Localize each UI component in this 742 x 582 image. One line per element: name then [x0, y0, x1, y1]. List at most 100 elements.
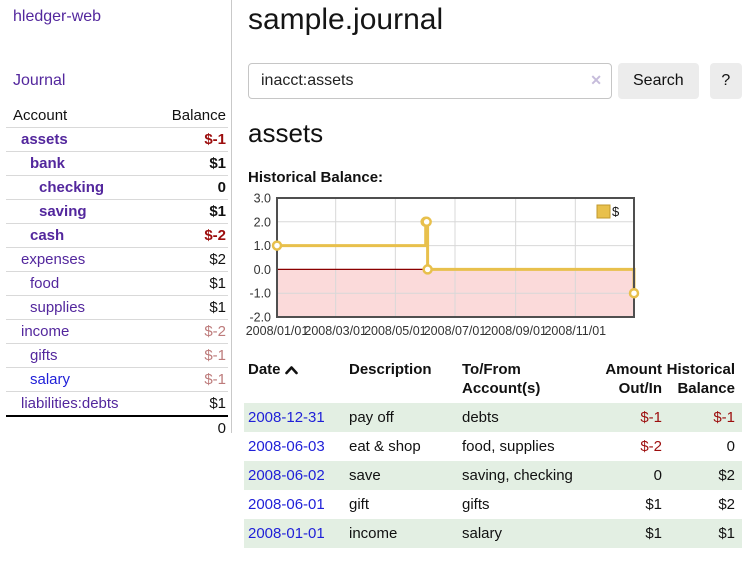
balance-chart: $3.0 2.0 1.0 0.0 -1.0 -2.02008/01/012008/03/0… [246, 192, 640, 338]
account-row: saving $1 [6, 199, 228, 224]
brand-link[interactable]: hledger-web [13, 8, 102, 25]
account-link[interactable]: food [30, 275, 60, 292]
account-row: assets $-1 [6, 127, 228, 152]
account-balance: $-1 [204, 347, 226, 364]
account-link[interactable]: gifts [30, 347, 58, 364]
register-header-accounts: To/From Account(s) [462, 361, 541, 397]
transaction-accounts: debts [462, 409, 499, 426]
register-header-date[interactable]: Date [244, 355, 349, 403]
transaction-description: eat & shop [349, 438, 421, 455]
page-title: sample.journal [248, 3, 444, 36]
help-button[interactable]: ? [709, 63, 742, 99]
account-balance: $-1 [204, 371, 226, 388]
transaction-description: gift [349, 496, 370, 513]
account-row: income $-2 [6, 319, 228, 344]
transaction-accounts: salary [462, 525, 503, 542]
accounts-header-row: Account Balance [6, 105, 228, 128]
transaction-balance: $1 [718, 525, 735, 542]
transaction-accounts: saving, checking [462, 467, 573, 484]
search-button[interactable]: Search [618, 63, 699, 99]
accounts-table-body: assets $-1 bank $1 checking 0 saving $1 cash $-2 e… [6, 127, 228, 417]
transaction-accounts: food, supplies [462, 438, 555, 455]
svg-text:3.0: 3.0 [254, 192, 271, 206]
search-input[interactable] [248, 63, 612, 99]
sidebar-item-journal[interactable]: Journal [13, 72, 66, 89]
account-balance: $1 [209, 155, 226, 172]
accounts-total-row: 0 [6, 416, 228, 440]
account-balance: $-2 [204, 227, 226, 244]
svg-text:1.0: 1.0 [254, 239, 271, 253]
account-link[interactable]: bank [30, 155, 66, 172]
transaction-date-cell: 2008-06-01 [244, 490, 349, 519]
account-link[interactable]: salary [30, 371, 71, 388]
svg-text:-1.0: -1.0 [249, 287, 271, 301]
transaction-date-link[interactable]: 2008-01-01 [248, 525, 325, 542]
account-link[interactable]: saving [39, 203, 87, 220]
register-table: Date Description To/From Account(s) Amou… [244, 355, 742, 548]
svg-text:2008/05/01: 2008/05/01 [364, 324, 427, 338]
transaction-row: 2008-06-03 eat & shop food, supplies $-2 0 [244, 432, 742, 461]
account-row: expenses $2 [6, 247, 228, 272]
account-row: supplies $1 [6, 295, 228, 320]
chart-heading: Historical Balance: [248, 169, 384, 186]
accounts-header-account: Account [13, 107, 68, 124]
register-table-body: 2008-12-31 pay off debts $-1 $-1 2008-06-03 ea… [244, 403, 742, 548]
account-balance: 0 [217, 179, 226, 196]
svg-text:2008/03/01: 2008/03/01 [304, 324, 367, 338]
register-header-amount: Amount Out/In [605, 361, 662, 397]
account-balance: $-2 [204, 323, 226, 340]
clear-search-icon[interactable]: ✕ [590, 72, 602, 88]
svg-text:2.0: 2.0 [254, 215, 271, 229]
transaction-date-link[interactable]: 2008-12-31 [248, 409, 325, 426]
account-balance: $1 [209, 395, 226, 412]
main-content: sample.journal ✕ Search ? assets Histori… [244, 0, 742, 548]
svg-text:2008/07/01: 2008/07/01 [424, 324, 487, 338]
account-row: cash $-2 [6, 223, 228, 248]
account-heading: assets [248, 118, 324, 148]
account-link[interactable]: assets [21, 131, 68, 148]
account-link[interactable]: income [21, 323, 70, 340]
account-row: liabilities:debts $1 [6, 391, 228, 417]
svg-text:0.0: 0.0 [254, 263, 271, 277]
account-row: gifts $-1 [6, 343, 228, 368]
transaction-accounts: gifts [462, 496, 490, 513]
transaction-row: 2008-06-01 gift gifts $1 $2 [244, 490, 742, 519]
transaction-amount: $-2 [640, 438, 662, 455]
account-balance: $2 [209, 251, 226, 268]
account-link[interactable]: checking [39, 179, 105, 196]
register-header-row: Date Description To/From Account(s) Amou… [244, 355, 742, 403]
register-header-balance: Historical Balance [666, 361, 735, 397]
transaction-balance: $-1 [713, 409, 735, 426]
transaction-date-link[interactable]: 2008-06-02 [248, 467, 325, 484]
account-row: food $1 [6, 271, 228, 296]
register-header-description: Description [349, 361, 432, 378]
transaction-date-link[interactable]: 2008-06-03 [248, 438, 325, 455]
transaction-description: income [349, 525, 398, 542]
svg-text:2008/11/01: 2008/11/01 [544, 324, 606, 338]
transaction-balance: 0 [726, 438, 735, 455]
account-link[interactable]: expenses [21, 251, 86, 268]
account-balance: $1 [209, 299, 226, 316]
accounts-header-balance: Balance [171, 107, 226, 124]
sidebar: hledger-web Journal Account Balance asse… [0, 0, 232, 437]
transaction-date-cell: 2008-06-03 [244, 432, 349, 461]
accounts-table: Account Balance assets $-1 bank $1 checking 0… [6, 105, 228, 440]
svg-text:2008/09/01: 2008/09/01 [484, 324, 547, 338]
transaction-row: 2008-06-02 save saving, checking 0 $2 [244, 461, 742, 490]
transaction-date-link[interactable]: 2008-06-01 [248, 496, 325, 513]
transaction-amount: $1 [645, 496, 662, 513]
account-balance: $-1 [204, 131, 226, 148]
account-link[interactable]: liabilities:debts [21, 395, 119, 412]
account-link[interactable]: supplies [30, 299, 86, 316]
account-row: checking 0 [6, 175, 228, 200]
account-link[interactable]: cash [30, 227, 65, 244]
accounts-total-value: 0 [217, 420, 226, 437]
transaction-date-cell: 2008-06-02 [244, 461, 349, 490]
transaction-amount: $-1 [640, 409, 662, 426]
transaction-row: 2008-12-31 pay off debts $-1 $-1 [244, 403, 742, 432]
transaction-amount: $1 [645, 525, 662, 542]
transaction-balance: $2 [718, 496, 735, 513]
transaction-balance: $2 [718, 467, 735, 484]
transaction-amount: 0 [653, 467, 662, 484]
sort-ascending-icon [284, 366, 298, 375]
